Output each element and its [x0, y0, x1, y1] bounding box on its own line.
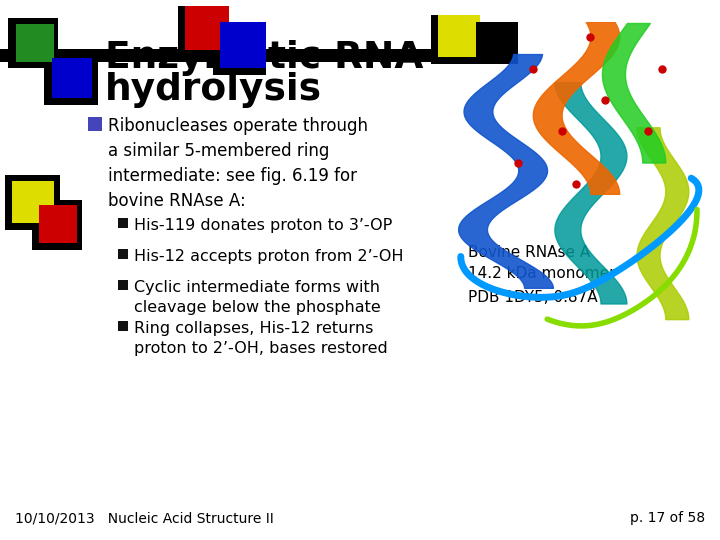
Text: Enzymatic RNA: Enzymatic RNA	[105, 40, 423, 76]
Bar	[438, 15, 480, 57]
Bar	[88, 117, 102, 131]
Bar	[118, 218, 128, 228]
Bar	[0, 49, 510, 62]
Bar	[12, 181, 54, 223]
Bar	[52, 58, 92, 98]
Bar	[118, 321, 128, 331]
Bar	[8, 18, 58, 68]
Bar	[32, 200, 82, 250]
Bar	[213, 22, 266, 75]
Bar	[44, 51, 98, 105]
Bar	[431, 15, 480, 64]
Bar	[185, 6, 229, 50]
Text: His-12 accepts proton from 2’-OH: His-12 accepts proton from 2’-OH	[134, 249, 403, 264]
Bar	[39, 205, 77, 243]
Text: 10/10/2013   Nucleic Acid Structure II: 10/10/2013 Nucleic Acid Structure II	[15, 511, 274, 525]
Text: Cyclic intermediate forms with
cleavage below the phosphate: Cyclic intermediate forms with cleavage …	[134, 280, 381, 315]
Text: Ring collapses, His-12 returns
proton to 2’-OH, bases restored: Ring collapses, His-12 returns proton to…	[134, 321, 388, 356]
Text: Ribonucleases operate through
a similar 5-membered ring
intermediate: see fig. 6: Ribonucleases operate through a similar …	[108, 117, 368, 210]
Bar	[476, 22, 518, 64]
Bar	[118, 249, 128, 259]
Bar	[220, 22, 266, 68]
Bar	[16, 24, 54, 62]
Text: p. 17 of 58: p. 17 of 58	[630, 511, 705, 525]
Text: His-119 donates proton to 3’-OP: His-119 donates proton to 3’-OP	[134, 218, 392, 233]
Text: Bovine RNAse A
14.2 kDa monomer
PDB 1DY5, 0.87Å: Bovine RNAse A 14.2 kDa monomer PDB 1DY5…	[468, 245, 616, 305]
Bar	[118, 280, 128, 290]
Bar	[178, 6, 229, 57]
Bar	[5, 175, 60, 230]
Text: hydrolysis: hydrolysis	[105, 72, 322, 108]
